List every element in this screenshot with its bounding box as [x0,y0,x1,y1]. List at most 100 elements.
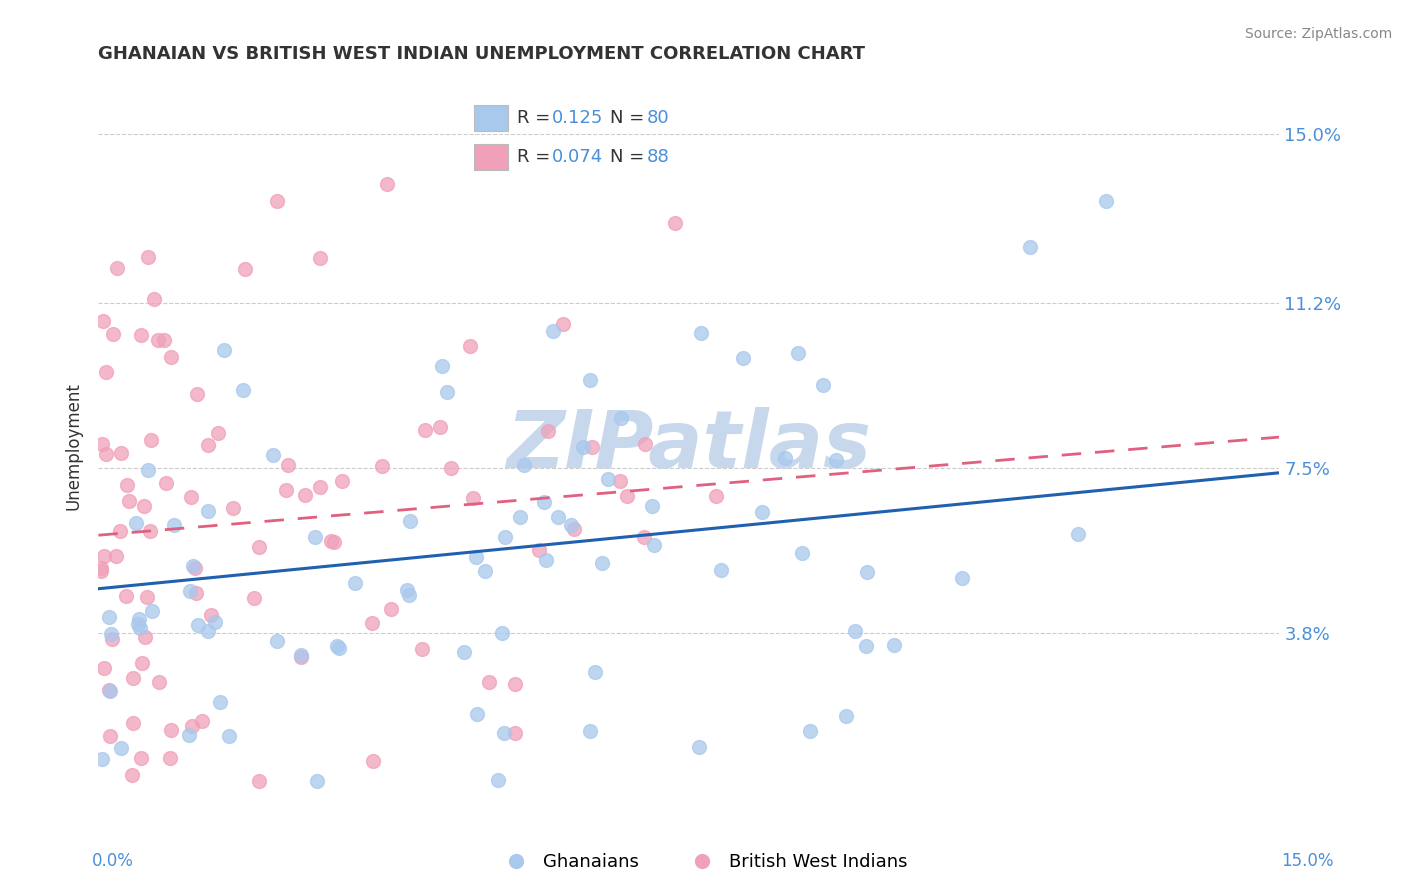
Point [262,448,284,462]
Point [332,475,354,489]
Point [209,696,232,710]
Point [232,384,254,398]
Point [128,612,150,626]
Point [578,723,600,738]
Point [212,343,235,358]
Point [478,675,501,690]
Point [361,754,384,768]
Point [94,365,117,379]
Point [247,540,270,554]
Point [160,723,183,737]
Point [460,339,482,353]
Point [547,510,569,524]
Point [101,326,124,341]
Point [581,440,603,454]
Point [430,359,453,373]
Point [141,603,163,617]
Point [180,719,202,733]
Point [308,480,330,494]
Point [163,518,186,533]
Point [143,292,166,306]
Point [207,425,229,440]
Point [773,450,796,465]
Point [136,250,159,264]
Point [98,729,121,743]
Point [129,751,152,765]
Point [181,558,204,573]
Point [274,483,297,497]
Point [583,665,606,679]
Point [90,561,112,575]
Point [308,251,330,265]
Point [616,489,638,503]
Point [321,534,343,549]
Point [361,616,384,631]
Point [197,438,219,452]
Point [371,458,394,473]
Point [131,656,153,670]
Point [825,453,848,467]
Point [96,447,118,461]
Point [494,530,516,544]
Point [146,333,169,347]
Point [98,683,121,698]
Point [134,499,156,513]
Point [108,524,131,539]
Point [1095,194,1118,208]
Point [117,478,139,492]
Point [122,715,145,730]
Point [855,640,877,654]
Point [465,706,488,721]
Point [429,420,451,434]
Point [533,495,555,509]
Point [465,549,488,564]
Point [91,436,114,450]
Point [128,621,150,635]
Text: GHANAIAN VS BRITISH WEST INDIAN UNEMPLOYMENT CORRELATION CHART: GHANAIAN VS BRITISH WEST INDIAN UNEMPLOY… [98,45,866,62]
Point [304,530,326,544]
Point [110,741,132,756]
Point [395,582,418,597]
Point [101,632,124,646]
Point [1018,240,1040,254]
Point [139,524,162,538]
Point [491,626,513,640]
Point [129,327,152,342]
Point [690,326,713,340]
Point [160,350,183,364]
Point [218,729,240,743]
Point [572,441,595,455]
Point [266,633,288,648]
Point [326,639,349,653]
Point [197,504,219,518]
Point [578,373,600,387]
Point [461,491,484,505]
Point [413,423,436,437]
Point [266,194,288,208]
Point [200,608,222,623]
Point [688,740,710,755]
Point [560,518,582,533]
Point [641,499,664,513]
Point [93,549,115,563]
Point [187,618,209,632]
Point [343,575,366,590]
Point [380,602,402,616]
Legend: Ghanaians, British West Indians: Ghanaians, British West Indians [491,847,915,879]
Point [733,351,755,365]
Point [883,638,905,652]
Point [844,624,866,639]
Point [375,178,398,192]
Point [110,446,132,460]
Point [596,472,619,486]
Point [134,631,156,645]
Point [290,650,312,665]
Point [148,675,170,690]
Point [104,549,127,563]
Y-axis label: Unemployment: Unemployment [65,382,83,510]
Point [235,262,257,277]
Point [136,590,159,604]
Point [513,458,536,472]
Point [562,522,585,536]
Point [486,772,509,787]
